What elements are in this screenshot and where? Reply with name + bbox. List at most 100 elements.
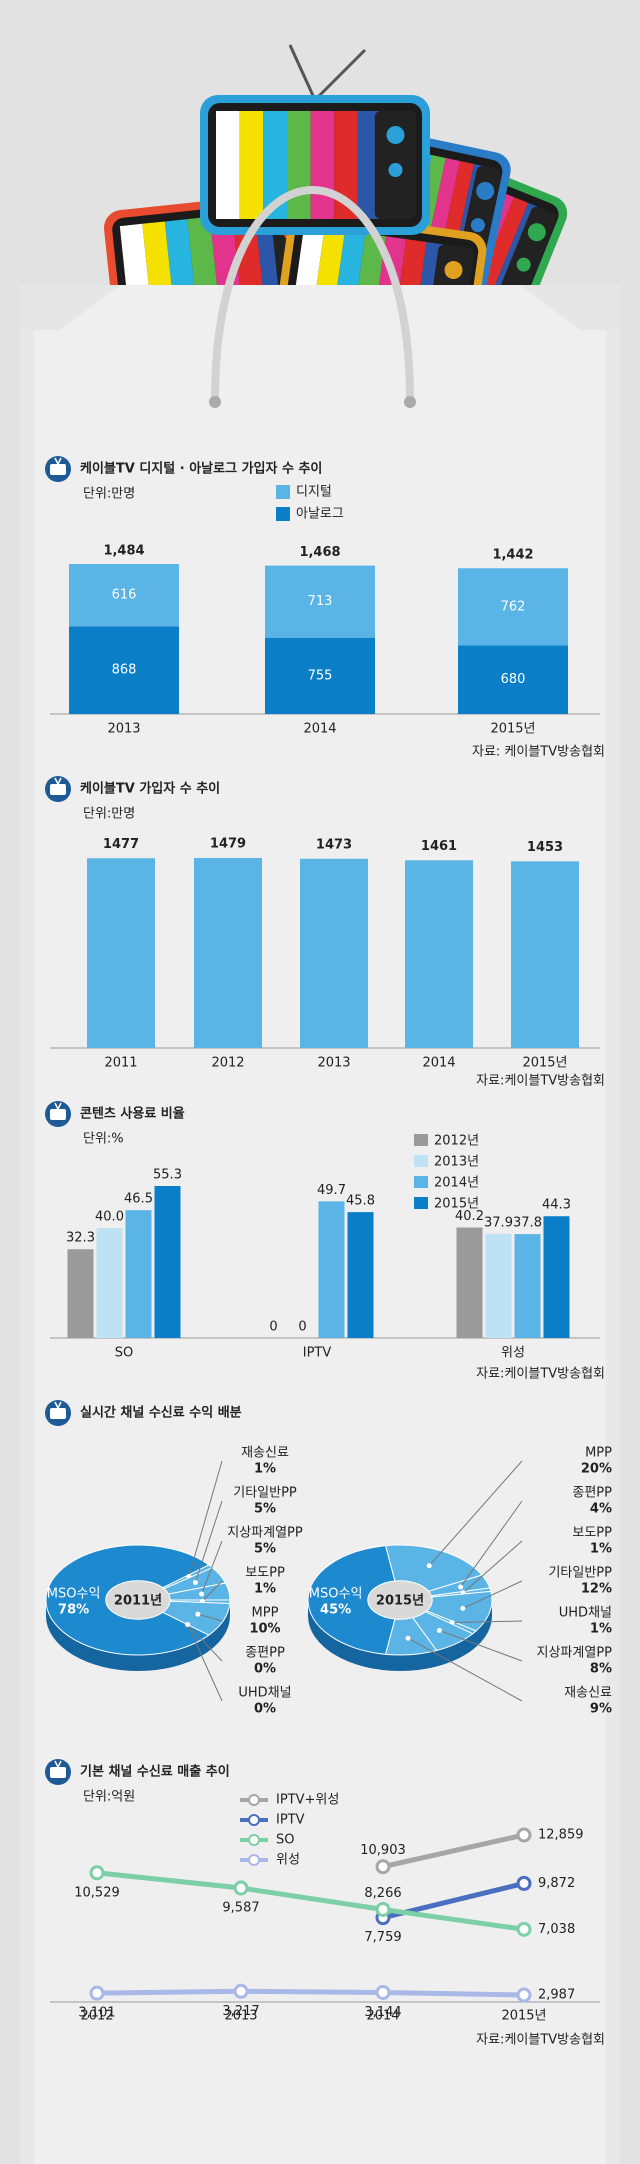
x-tick-label: 2015년	[490, 722, 535, 737]
section-icon-antenna	[57, 457, 62, 465]
value-label: 49.7	[317, 1183, 346, 1198]
tv-stripe	[216, 111, 240, 219]
section-icon-antenna	[54, 457, 59, 465]
point	[233, 1880, 249, 1896]
source: 자료:케이블TV방송협회	[476, 2033, 605, 2048]
bar	[347, 1212, 374, 1338]
value-label: 10,903	[360, 1843, 406, 1858]
bar	[543, 1216, 570, 1338]
legend-swatch	[414, 1197, 428, 1209]
leader-dot	[458, 1584, 464, 1590]
x-tick-label: 2015년	[522, 1056, 567, 1071]
slice-label: 보도PP	[572, 1526, 612, 1541]
slice-value: 1%	[590, 1542, 612, 1557]
value-label: 868	[112, 663, 137, 678]
value-label: 2,987	[538, 1988, 575, 2003]
leader-dot	[195, 1611, 201, 1617]
slice-label: 재송신료	[564, 1686, 612, 1701]
legend-swatch	[414, 1176, 428, 1188]
pie-slice	[384, 1544, 483, 1592]
leader-line	[462, 1540, 523, 1594]
handle-rivet	[209, 396, 221, 408]
legend-marker	[248, 1794, 260, 1806]
tv-stripe	[286, 111, 311, 219]
bar	[511, 861, 579, 1048]
x-tick-label: 2015년	[501, 2009, 546, 2024]
slice-label: 종편PP	[572, 1486, 612, 1501]
value-label: 9,587	[222, 1901, 259, 1916]
value-label: 3,101	[78, 2006, 115, 2021]
bar-segment	[69, 564, 179, 627]
value-label: 755	[308, 668, 333, 683]
x-tick-label: 위성	[501, 1346, 525, 1361]
value-label: 40.0	[95, 1210, 124, 1225]
leader-line	[201, 1540, 223, 1595]
leader-line	[187, 1624, 223, 1702]
pie-slice	[307, 1545, 396, 1655]
bar	[300, 858, 368, 1048]
slice-value: 8%	[590, 1662, 612, 1677]
section-title: 실시간 채널 수신료 수익 배분	[80, 1405, 242, 1421]
tv-knob	[386, 126, 405, 144]
value-label: 7,759	[364, 1930, 401, 1945]
section-icon-antenna	[54, 777, 59, 785]
x-tick-label: 2013	[224, 2009, 257, 2024]
pie-label: 2011년	[114, 1594, 162, 1609]
point	[89, 1985, 105, 2001]
slice-label: 보도PP	[245, 1566, 285, 1581]
slice-label: MPP	[585, 1446, 612, 1461]
leader-dot	[405, 1635, 411, 1641]
section-icon-antenna	[54, 1401, 59, 1409]
leader-dot	[426, 1563, 432, 1569]
slice-value: 1%	[254, 1462, 276, 1477]
bar-segment	[69, 626, 179, 714]
tv-knob	[388, 163, 403, 177]
value-label: 44.3	[542, 1198, 571, 1213]
value-label: 45.8	[346, 1194, 375, 1209]
slice-value: 1%	[590, 1622, 612, 1637]
slice-value: 12%	[581, 1582, 612, 1597]
slice-value: 45%	[320, 1603, 351, 1618]
legend-marker	[248, 1814, 260, 1826]
value-label: 46.5	[124, 1192, 153, 1207]
series-line	[96, 1988, 525, 1998]
point	[516, 1875, 532, 1891]
pie-label: 2015년	[376, 1594, 424, 1609]
value-label: 1479	[210, 837, 246, 852]
leader-line	[188, 1460, 223, 1577]
x-tick-label: 2014	[422, 1056, 455, 1071]
value-label: 1473	[316, 837, 352, 852]
section-icon-screen	[50, 784, 66, 795]
leader-dot	[460, 1605, 466, 1611]
section-icon-screen	[50, 1767, 66, 1778]
section-icon-antenna	[57, 777, 62, 785]
bar	[87, 858, 155, 1048]
value-label: 7,038	[538, 1922, 575, 1937]
unit-label: 단위:만명	[83, 487, 135, 502]
series-line	[382, 1832, 525, 1870]
leader-line	[197, 1613, 223, 1622]
total-label: 1,484	[103, 544, 144, 559]
slice-label: 기타일반PP	[233, 1486, 297, 1501]
section-icon-antenna	[57, 1401, 62, 1409]
leader-dot	[199, 1591, 205, 1597]
value-label: 713	[308, 594, 333, 609]
source: 자료:케이블TV방송협회	[476, 1074, 605, 1089]
bag-fold	[520, 285, 620, 330]
section-icon-screen	[50, 1408, 66, 1419]
slice-value: 4%	[590, 1502, 612, 1517]
legend-label: 2012년	[434, 1134, 479, 1149]
legend-label: IPTV	[276, 1813, 305, 1828]
legend-swatch	[414, 1155, 428, 1167]
value-label: 616	[112, 588, 137, 603]
point	[516, 1987, 532, 2003]
slice-label: UHD채널	[238, 1686, 291, 1701]
legend-label: 2013년	[434, 1155, 479, 1170]
bar-segment	[458, 645, 568, 714]
pie-hole	[105, 1580, 171, 1620]
value-label: 9,872	[538, 1876, 575, 1891]
bag-side	[606, 330, 620, 2164]
legend-swatch	[414, 1134, 428, 1146]
